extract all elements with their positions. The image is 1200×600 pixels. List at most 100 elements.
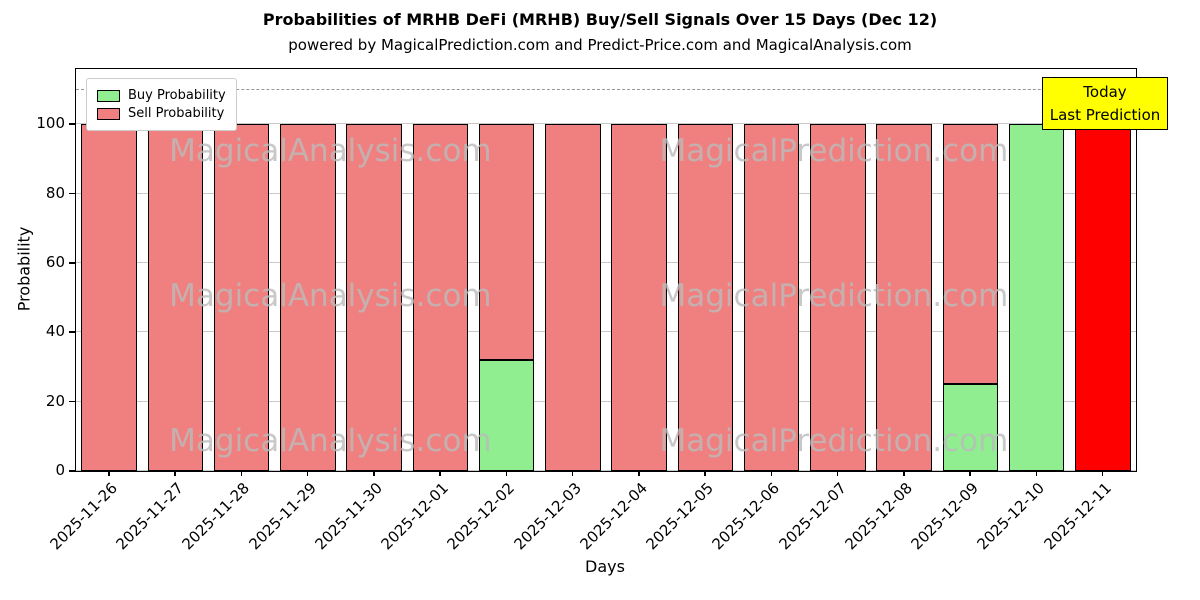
watermark-text: MagicalAnalysis.com	[169, 133, 492, 170]
bar-2025-12-08	[871, 69, 937, 471]
bar-2025-11-26	[76, 69, 142, 471]
gridline	[76, 192, 1136, 194]
x-tick-mark	[704, 470, 706, 476]
x-tick-label: 2025-11-30	[311, 479, 386, 554]
sell-bar-segment	[743, 124, 800, 471]
chart-title: Probabilities of MRHB DeFi (MRHB) Buy/Se…	[262, 10, 938, 29]
watermark-text: MagicalAnalysis.com	[169, 278, 492, 315]
y-tick-mark	[69, 331, 75, 333]
x-tick-label: 2025-12-08	[841, 479, 916, 554]
buy-swatch-icon	[97, 89, 120, 102]
legend-row-sell: Sell Probability	[97, 106, 226, 121]
x-tick-mark	[174, 470, 176, 476]
bar-2025-12-09	[937, 69, 1003, 471]
y-tick-label: 0	[55, 461, 65, 479]
bar-2025-11-30	[341, 69, 407, 471]
y-tick-mark	[69, 262, 75, 264]
x-tick-mark	[969, 470, 971, 476]
sell-bar-segment	[545, 124, 601, 471]
bar-2025-12-11	[1070, 69, 1136, 471]
x-tick-mark	[439, 470, 441, 476]
x-tick-label: 2025-12-10	[973, 479, 1049, 554]
x-tick-mark	[373, 470, 375, 476]
buy-bar-segment	[1008, 124, 1065, 471]
buy-bar-segment	[478, 360, 535, 471]
sell-bar-segment	[478, 124, 535, 361]
x-tick-mark	[306, 470, 309, 476]
gridline	[76, 400, 1136, 402]
legend-sell-label: Sell Probability	[128, 106, 225, 121]
gridline	[76, 123, 1136, 125]
x-tick-mark	[638, 470, 640, 476]
sell-bar-segment	[611, 124, 667, 471]
bar-2025-12-10	[1004, 69, 1070, 471]
x-tick-mark	[108, 470, 110, 476]
legend-row-buy: Buy Probability	[97, 88, 226, 103]
y-tick-mark	[69, 470, 75, 472]
sell-bar-segment	[346, 124, 402, 471]
bar-2025-11-29	[275, 69, 341, 471]
sell-bar-segment	[942, 124, 999, 385]
x-tick-label: 2025-11-27	[112, 479, 188, 554]
x-tick-label: 2025-12-06	[708, 479, 784, 554]
threshold-dashed-line	[76, 88, 1136, 90]
watermark-text: MagicalPrediction.com	[659, 278, 1009, 315]
bar-2025-12-01	[407, 69, 473, 471]
x-tick-mark	[1101, 470, 1104, 476]
y-tick-mark	[69, 123, 75, 125]
bar-2025-12-05	[672, 69, 738, 471]
x-tick-label: 2025-12-11	[1040, 479, 1115, 554]
x-tick-mark	[836, 470, 839, 476]
chart-subtitle: powered by MagicalPrediction.com and Pre…	[288, 36, 912, 54]
sell-bar-segment	[876, 124, 932, 471]
y-tick-mark	[69, 192, 75, 195]
y-tick-label: 100	[36, 114, 65, 133]
x-tick-mark	[903, 470, 905, 476]
x-tick-label: 2025-12-01	[377, 479, 453, 554]
sell-bar-segment	[280, 124, 336, 471]
x-tick-label: 2025-12-03	[510, 479, 585, 554]
y-tick-label: 20	[45, 391, 65, 410]
y-tick-label: 80	[45, 183, 65, 202]
x-tick-mark	[505, 470, 508, 476]
x-axis-label: Days	[585, 557, 625, 576]
sell-bar-segment	[147, 124, 204, 471]
bar-2025-12-04	[606, 69, 672, 471]
sell-bar-segment	[810, 124, 866, 471]
sell-bar-segment	[213, 124, 270, 471]
today-annotation-line2: Last Prediction	[1049, 105, 1161, 124]
x-tick-label: 2025-11-28	[178, 479, 254, 554]
gridline	[76, 331, 1136, 333]
watermark-text: MagicalAnalysis.com	[169, 422, 492, 459]
watermark-text: MagicalPrediction.com	[659, 133, 1009, 170]
today-annotation: Today Last Prediction	[1042, 77, 1168, 130]
x-tick-mark	[240, 470, 243, 476]
y-tick-label: 60	[45, 253, 65, 272]
x-tick-label: 2025-12-05	[642, 479, 718, 554]
bar-2025-12-03	[540, 69, 606, 471]
x-tick-mark	[1035, 470, 1038, 476]
plot-area: Buy Probability Sell Probability Magical…	[75, 68, 1137, 472]
x-tick-label: 2025-12-02	[443, 479, 519, 554]
bar-2025-12-07	[805, 69, 871, 471]
sell-swatch-icon	[97, 107, 120, 120]
watermark-text: MagicalPrediction.com	[659, 422, 1009, 459]
today-annotation-line1: Today	[1083, 83, 1127, 101]
sell-bar-segment	[412, 124, 469, 471]
legend: Buy Probability Sell Probability	[86, 78, 237, 131]
x-tick-label: 2025-11-26	[46, 479, 121, 554]
buy-bar-segment	[942, 384, 999, 471]
sell-bar-segment	[81, 124, 137, 471]
bar-2025-12-02	[474, 69, 540, 471]
bar-2025-11-27	[142, 69, 208, 471]
x-tick-label: 2025-11-29	[245, 479, 320, 554]
y-tick-label: 40	[45, 322, 65, 341]
y-tick-mark	[69, 400, 75, 403]
sell-bar-segment	[677, 124, 734, 471]
x-tick-mark	[770, 470, 773, 476]
x-tick-label: 2025-12-04	[576, 479, 651, 554]
legend-buy-label: Buy Probability	[128, 88, 226, 103]
bar-2025-11-28	[209, 69, 275, 471]
bar-2025-12-06	[739, 69, 805, 471]
